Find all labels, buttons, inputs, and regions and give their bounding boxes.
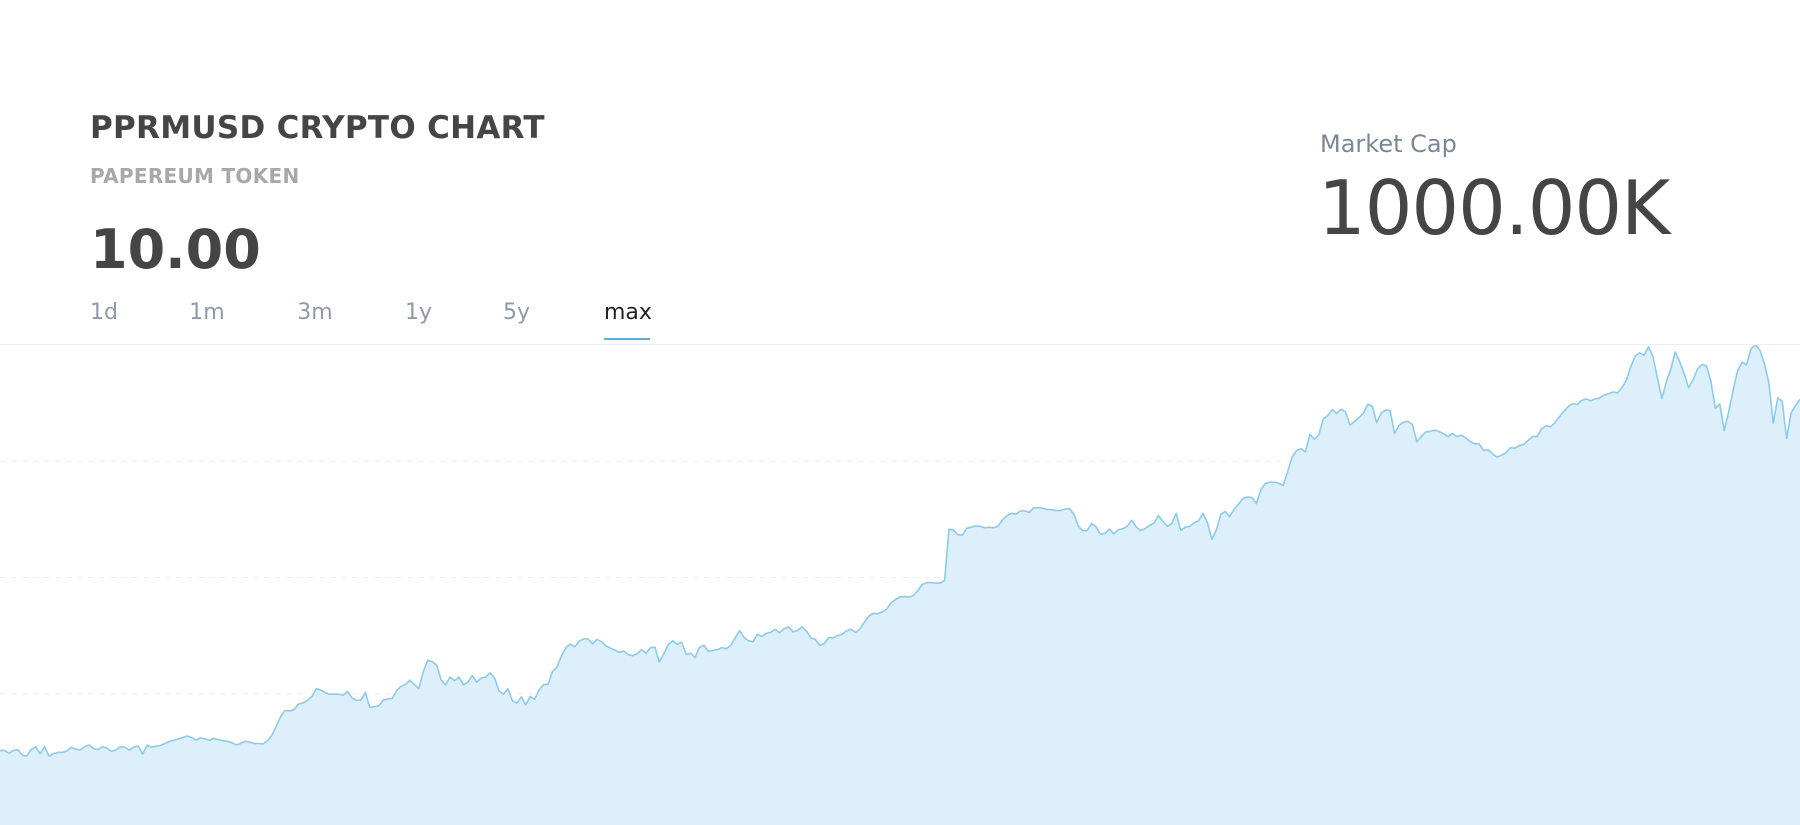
price-area-fill bbox=[0, 345, 1800, 825]
range-tab-1y[interactable]: 1y bbox=[405, 300, 433, 325]
range-tab-1m[interactable]: 1m bbox=[189, 300, 225, 325]
market-cap-label: Market Cap bbox=[1320, 130, 1457, 158]
market-cap-value: 1000.00K bbox=[1318, 164, 1670, 252]
token-name: PAPEREUM TOKEN bbox=[90, 164, 300, 188]
price-area-chart bbox=[0, 345, 1800, 825]
range-tab-3m[interactable]: 3m bbox=[297, 300, 333, 325]
price-series-line bbox=[0, 345, 1800, 757]
range-tab-1d[interactable]: 1d bbox=[90, 300, 118, 325]
range-tab-max[interactable]: max bbox=[604, 300, 652, 340]
range-tab-5y[interactable]: 5y bbox=[503, 300, 531, 325]
time-range-tabs: 1d 1m 3m 1y 5y max bbox=[0, 296, 1800, 345]
page-title: PPRMUSD CRYPTO CHART bbox=[90, 110, 545, 146]
current-price: 10.00 bbox=[90, 218, 261, 281]
